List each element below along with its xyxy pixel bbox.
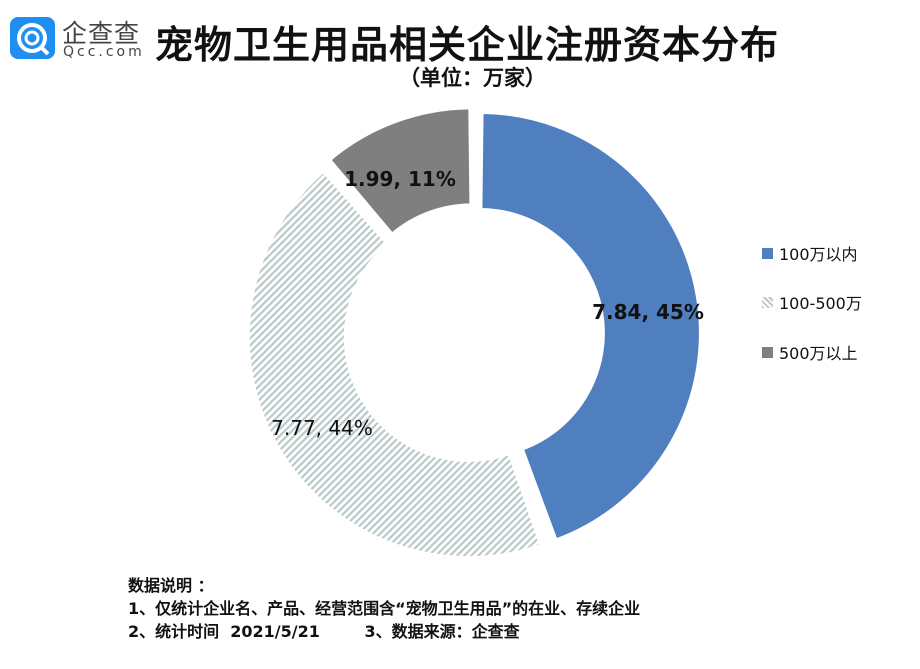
data-notes: 数据说明 ： 1、仅统计企业名、产品、经营范围含“宠物卫生用品”的在业、存续企业… bbox=[128, 574, 640, 643]
logo-text: 企查查 bbox=[62, 19, 141, 48]
qcc-logo-icon bbox=[10, 17, 55, 59]
chart-title: 宠物卫生用品相关企业注册资本分布 bbox=[155, 23, 780, 67]
data-label-0: 7.84, 45% bbox=[592, 300, 704, 324]
legend-label: 100万以内 bbox=[779, 245, 858, 264]
data-label-1: 7.77, 44% bbox=[271, 416, 373, 440]
legend-item-0: 100万以内 bbox=[762, 241, 858, 265]
legend-label: 500万以上 bbox=[779, 344, 858, 363]
donut-slice-0 bbox=[480, 111, 701, 541]
notes-line-1: 1、仅统计企业名、产品、经营范围含“宠物卫生用品”的在业、存续企业 bbox=[128, 599, 641, 618]
donut-slice-2 bbox=[329, 107, 472, 235]
legend-swatch bbox=[762, 247, 773, 259]
legend-swatch bbox=[762, 296, 773, 308]
chart-subtitle: （单位：万家） bbox=[399, 66, 546, 90]
data-label-2: 1.99, 11% bbox=[344, 167, 456, 191]
logo-domain: Qcc.com bbox=[63, 44, 145, 60]
legend-item-1: 100-500万 bbox=[762, 290, 862, 314]
notes-line-2: 2、统计时间 2021/5/21 3、数据来源：企查查 bbox=[128, 622, 520, 641]
donut-slice-1 bbox=[247, 170, 542, 559]
notes-heading: 数据说明 ： bbox=[128, 576, 214, 595]
legend-item-2: 500万以上 bbox=[762, 340, 858, 364]
legend-label: 100-500万 bbox=[779, 294, 862, 313]
legend-swatch bbox=[762, 346, 773, 358]
